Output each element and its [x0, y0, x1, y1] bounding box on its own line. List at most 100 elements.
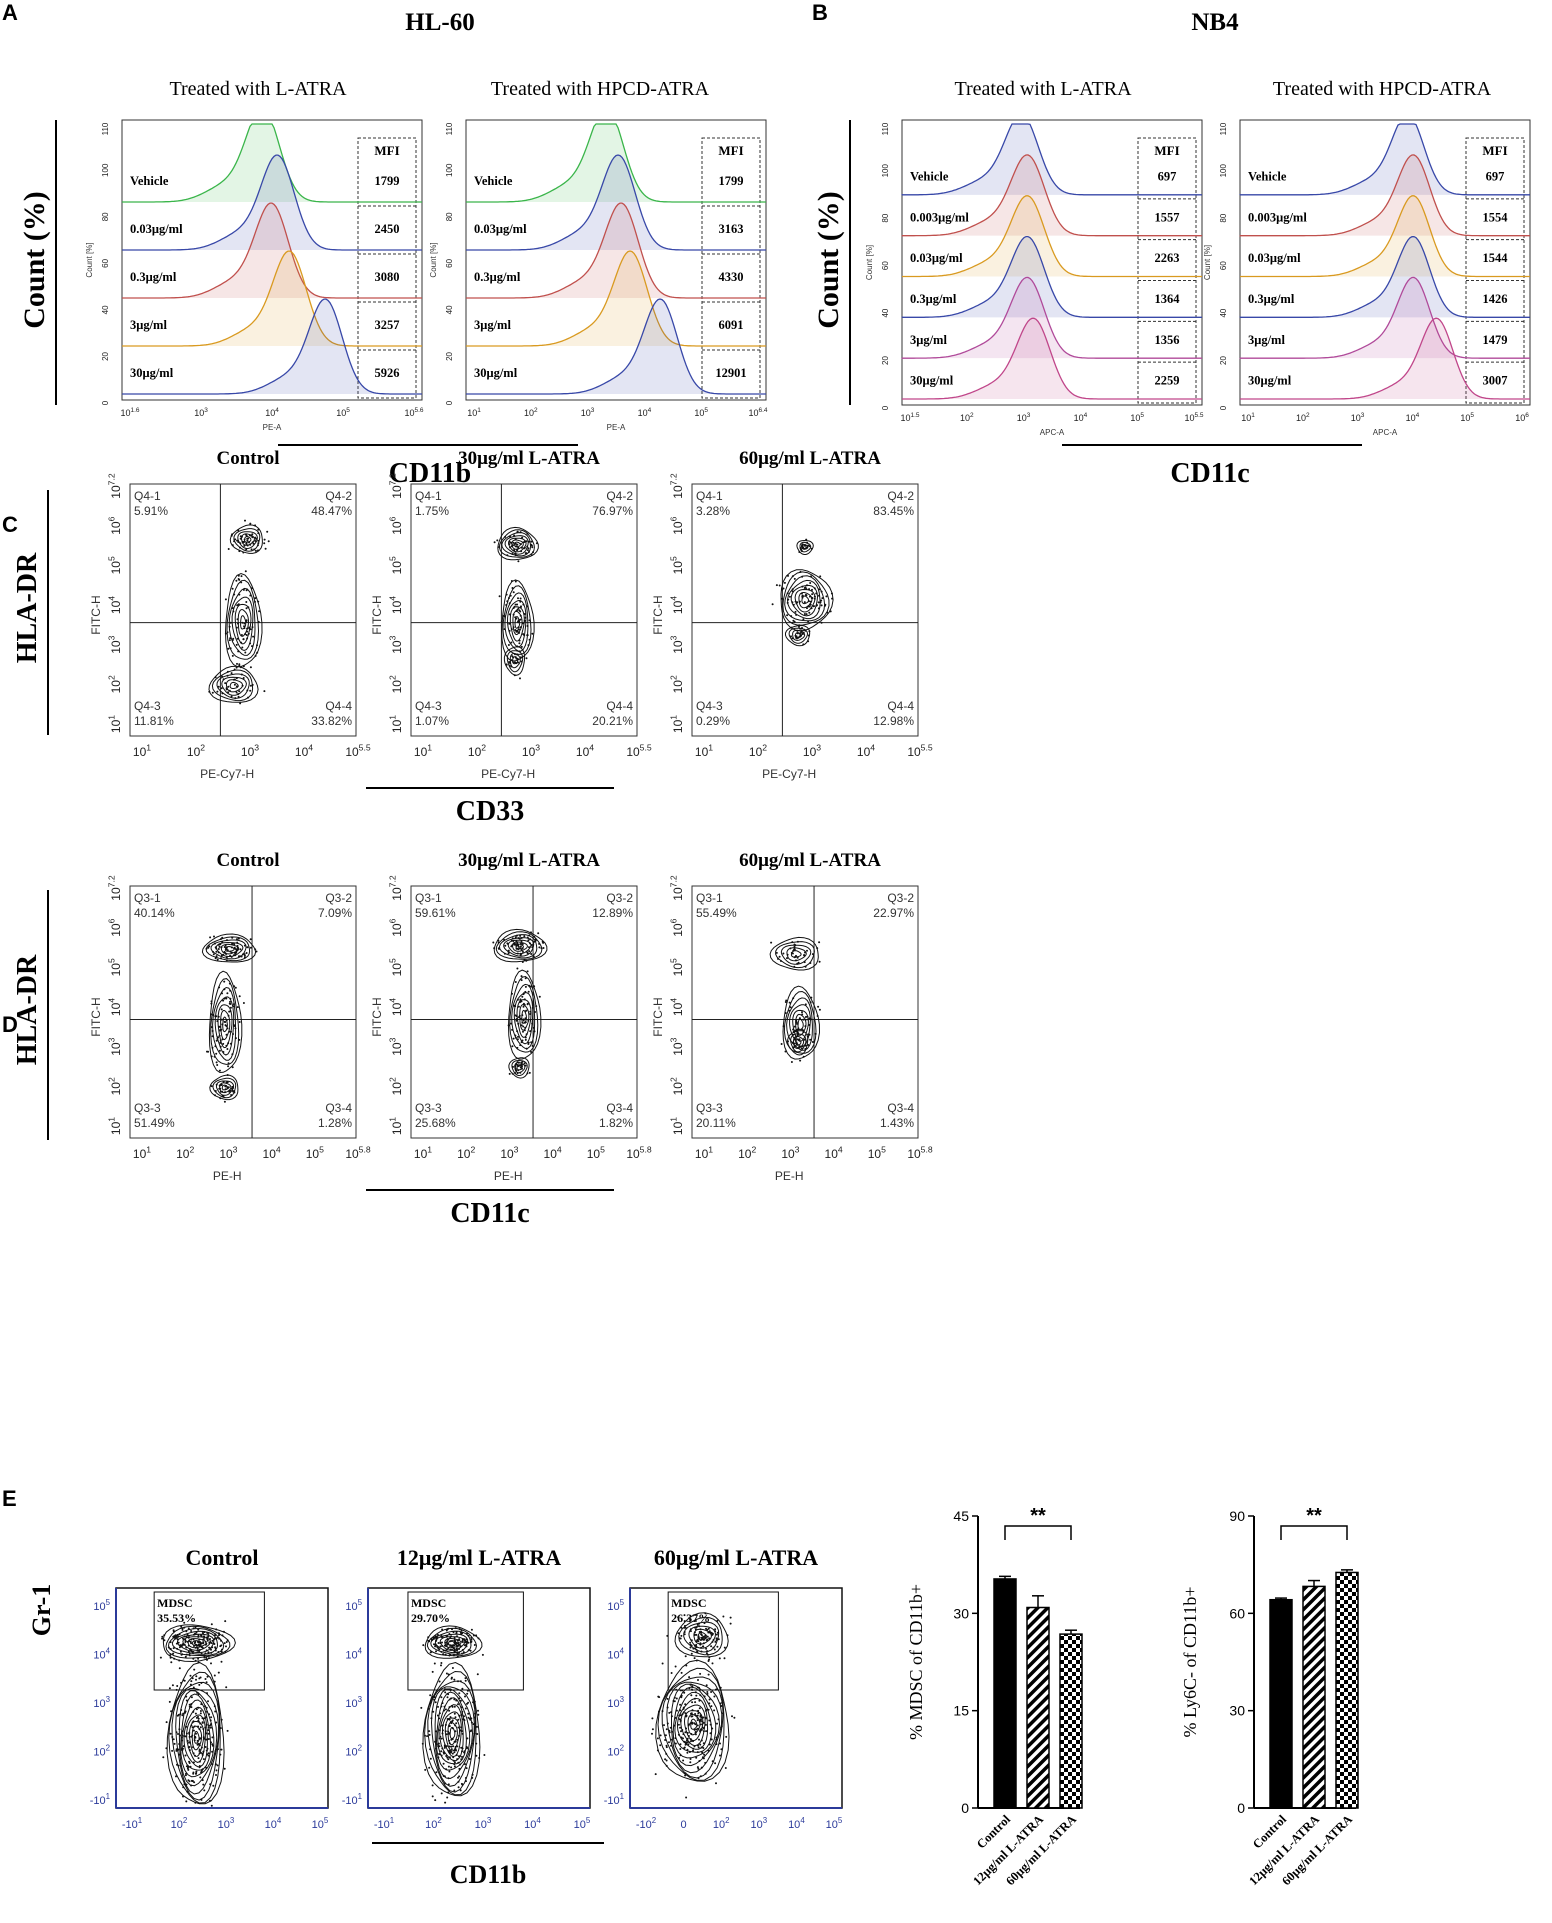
- event-dot: [448, 1724, 451, 1727]
- event-dot: [213, 935, 215, 938]
- quadrant-plot: 60μg/ml L-ATRAQ4-13.28%Q4-283.45%Q4-30.2…: [651, 448, 933, 781]
- event-dot: [214, 1752, 217, 1755]
- event-dot: [434, 1740, 436, 1743]
- event-dot: [445, 1733, 448, 1736]
- event-dot: [515, 1019, 518, 1022]
- x-tick-label: -101: [122, 1816, 143, 1831]
- x-tick-label: 101: [467, 407, 481, 418]
- event-dot: [235, 685, 238, 688]
- event-dot: [680, 1694, 683, 1697]
- plot-title: 30μg/ml L-ATRA: [458, 448, 600, 469]
- event-dot: [435, 1638, 438, 1641]
- event-dot: [701, 1645, 704, 1648]
- y-tick-label: 102: [669, 1077, 685, 1095]
- contour-line: [674, 1612, 729, 1658]
- event-dot: [421, 1742, 424, 1745]
- event-dot: [218, 1069, 221, 1072]
- contour-line: [178, 1690, 218, 1787]
- event-dot: [188, 1746, 191, 1748]
- event-dot: [513, 1004, 516, 1007]
- event-dot: [169, 1732, 172, 1735]
- quadrant-percent: 7.09%: [318, 906, 352, 920]
- event-dot: [205, 1716, 207, 1719]
- event-dot: [519, 677, 521, 680]
- y-tick-label: 105: [669, 958, 685, 976]
- event-dot: [180, 1681, 183, 1684]
- event-dot: [227, 1065, 230, 1068]
- event-dot: [790, 615, 793, 618]
- event-dot: [519, 942, 522, 945]
- event-dot: [471, 1773, 474, 1776]
- hla-dr-label: HLA-DR: [12, 954, 43, 1065]
- event-dot: [526, 545, 529, 548]
- event-dot: [470, 1628, 473, 1631]
- x-tick-label: -101: [374, 1816, 395, 1831]
- event-dot: [446, 1796, 449, 1799]
- event-dot: [515, 944, 518, 947]
- event-dot: [208, 690, 211, 693]
- event-dot: [197, 1717, 200, 1720]
- event-dot: [457, 1776, 459, 1779]
- event-dot: [702, 1730, 705, 1733]
- event-dot: [223, 946, 226, 948]
- event-dot: [707, 1627, 710, 1630]
- event-dot: [258, 610, 261, 613]
- event-dot: [177, 1635, 180, 1638]
- x-tick-label: 101.6: [120, 407, 139, 418]
- event-dot: [231, 943, 233, 945]
- event-dot: [200, 1646, 203, 1649]
- event-dot: [197, 1706, 200, 1709]
- event-dot: [679, 1754, 682, 1757]
- event-dot: [174, 1637, 177, 1640]
- event-dot: [694, 1733, 697, 1736]
- x-tick-label: 104: [857, 743, 875, 759]
- event-dot: [254, 654, 257, 657]
- y-tick-label: 103: [388, 635, 404, 653]
- event-dot: [465, 1638, 468, 1641]
- event-dot: [519, 614, 522, 617]
- event-dot: [807, 1035, 810, 1038]
- y-tick-label: 105: [107, 556, 123, 574]
- event-dot: [243, 541, 245, 543]
- mfi-header: MFI: [718, 143, 743, 158]
- event-dot: [188, 1735, 191, 1738]
- quadrant-name: Q4-4: [887, 699, 914, 713]
- event-dot: [816, 604, 818, 607]
- event-dot: [221, 692, 224, 695]
- scatter-dots: [493, 530, 538, 680]
- quadrant-percent: 20.21%: [592, 714, 633, 728]
- event-dot: [806, 1015, 809, 1018]
- event-dot: [533, 940, 536, 943]
- event-dot: [232, 1003, 235, 1006]
- event-dot: [700, 1634, 703, 1637]
- event-dot: [205, 1732, 208, 1735]
- event-dot: [695, 1633, 698, 1636]
- event-dot: [818, 960, 821, 963]
- event-dot: [453, 1698, 456, 1701]
- panel-letter-e: E: [2, 1486, 17, 1511]
- marker-label: CD33: [456, 796, 524, 827]
- event-dot: [215, 1061, 218, 1064]
- event-dot: [699, 1775, 702, 1778]
- event-dot: [427, 1636, 430, 1639]
- event-dot: [521, 536, 524, 539]
- event-dot: [236, 1006, 239, 1009]
- event-dot: [200, 1798, 203, 1801]
- event-dot: [179, 1650, 182, 1653]
- event-dot: [521, 1021, 524, 1024]
- event-dot: [696, 1751, 699, 1754]
- contour-line: [784, 575, 826, 622]
- event-dot: [453, 1761, 456, 1764]
- event-dot: [528, 1071, 531, 1074]
- event-dot: [438, 1729, 441, 1732]
- event-dot: [782, 1025, 785, 1028]
- event-dot: [458, 1734, 460, 1737]
- contour-line: [512, 610, 523, 636]
- event-dot: [209, 936, 212, 939]
- event-dot: [210, 1085, 213, 1088]
- event-dot: [208, 1713, 211, 1716]
- event-dot: [184, 1710, 187, 1713]
- event-dot: [224, 632, 227, 635]
- y-tick-label: 0: [101, 400, 110, 405]
